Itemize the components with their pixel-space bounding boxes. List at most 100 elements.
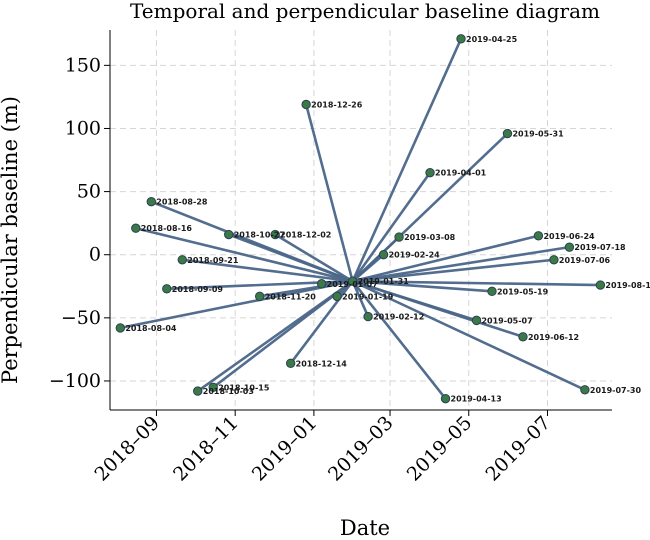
point-date-label: 2019-01-07 (327, 280, 378, 289)
x-tick-label: 2019–01 (248, 412, 322, 486)
baseline-edge (351, 279, 370, 318)
point-date-label: 2018-12-02 (280, 231, 331, 240)
point-date-label: 2019-07-30 (590, 386, 642, 395)
acquisition-point (131, 223, 141, 233)
baseline-edge (211, 279, 354, 389)
acquisition-point (146, 196, 156, 207)
point-date-label: 2019-01-31 (358, 277, 410, 286)
acquisition-point (224, 229, 234, 240)
acquisition-point (378, 250, 389, 260)
acquisition-point (115, 323, 126, 333)
baseline-edge (351, 234, 540, 283)
point-date-label: 2018-09-09 (172, 285, 224, 294)
y-tick-label: 50 (77, 181, 101, 203)
baseline-edge (273, 233, 354, 283)
acquisition-point (162, 284, 172, 294)
point-date-label: 2019-01-19 (342, 292, 394, 301)
baseline-edge (227, 233, 354, 283)
chart-title: Temporal and perpendicular baseline diag… (130, 0, 600, 23)
acquisition-point (316, 279, 327, 289)
y-axis-label: Perpendicular baseline (m) (0, 96, 22, 384)
acquisition-point (347, 276, 358, 286)
x-tick-label: 2019–03 (324, 412, 398, 486)
point-date-label: 2019-06-24 (543, 232, 595, 241)
baseline-edge (351, 279, 447, 400)
baseline-edge (134, 226, 354, 283)
acquisition-point (301, 99, 311, 110)
acquisition-point (254, 291, 265, 302)
acquisition-point (580, 385, 590, 395)
point-date-label: 2019-05-07 (481, 316, 532, 325)
acquisition-point (270, 229, 280, 240)
acquisition-point (487, 286, 497, 297)
acquisition-point (285, 358, 296, 368)
point-date-label: 2019-07-06 (559, 256, 611, 265)
y-tick-label: 0 (89, 244, 101, 266)
acquisition-point (564, 242, 575, 252)
point-date-label: 2019-02-24 (389, 251, 441, 260)
baseline-edge (351, 279, 525, 339)
point-date-label: 2019-05-19 (497, 287, 549, 296)
baseline-edge (320, 279, 354, 286)
point-date-label: 2018-08-28 (156, 198, 208, 207)
baseline-edge (351, 37, 463, 283)
point-date-label: 2019-02-12 (373, 313, 424, 322)
point-date-label: 2018-10-15 (218, 383, 270, 392)
point-date-label: 2018-12-14 (296, 359, 348, 368)
acquisition-point (518, 332, 528, 342)
x-tick-label: 2018–11 (169, 412, 243, 486)
baseline-edge (351, 279, 494, 293)
acquisition-point (208, 382, 218, 392)
baseline-edge (351, 245, 571, 283)
x-axis-label: Date (340, 516, 390, 540)
acquisition-point (394, 232, 404, 242)
point-date-label: 2019-03-08 (404, 233, 456, 242)
x-tick-label: 2018–09 (90, 412, 164, 486)
baseline-edge (180, 258, 354, 283)
point-date-label: 2019-07-18 (574, 243, 626, 252)
acquisition-point (332, 291, 342, 302)
acquisition-point (425, 167, 435, 178)
baseline-edge (289, 279, 354, 365)
point-date-label: 2019-08-11 (605, 281, 650, 290)
baseline-edge (351, 171, 432, 283)
point-date-label: 2019-04-01 (435, 169, 487, 178)
baseline-edges (119, 37, 602, 400)
baseline-edge (351, 132, 509, 283)
point-date-label: 2018-11-20 (265, 292, 317, 301)
point-labels: 2018-08-04 2018-08-16 2018-08-28 2018-09-09… (125, 35, 650, 404)
acquisition-point (549, 255, 559, 265)
y-tick-label: 100 (65, 117, 101, 139)
point-date-label: 2019-04-25 (466, 35, 518, 44)
baseline-edge (304, 103, 354, 283)
y-tick-label: 150 (65, 54, 101, 76)
baseline-edge (351, 279, 587, 392)
point-date-label: 2019-05-31 (512, 130, 564, 139)
acquisition-point (595, 280, 606, 290)
x-tick-label: 2019–07 (481, 412, 555, 486)
acquisition-point (502, 128, 513, 139)
acquisition-point (177, 255, 187, 265)
x-tick-label: 2019–05 (403, 412, 477, 486)
acquisition-point (363, 311, 373, 322)
point-date-label: 2019-06-12 (528, 333, 579, 342)
point-date-label: 2018-08-16 (141, 224, 193, 233)
acquisition-point (456, 34, 466, 44)
y-tick-label: −50 (61, 307, 101, 329)
acquisition-point (533, 231, 544, 241)
point-date-label: 2018-12-26 (311, 100, 363, 109)
point-date-label: 2018-08-04 (125, 324, 177, 333)
y-tick-label: −100 (49, 370, 101, 392)
point-date-label: 2019-04-13 (451, 395, 502, 404)
baseline-edge (119, 279, 354, 330)
point-date-label: 2018-10-27 (234, 231, 285, 240)
grid (110, 30, 612, 410)
baseline-edge (351, 279, 602, 287)
acquisition-point (440, 393, 451, 404)
point-date-label: 2018-09-21 (187, 256, 239, 265)
baseline-edge (351, 258, 556, 283)
acquisition-point (193, 386, 203, 396)
